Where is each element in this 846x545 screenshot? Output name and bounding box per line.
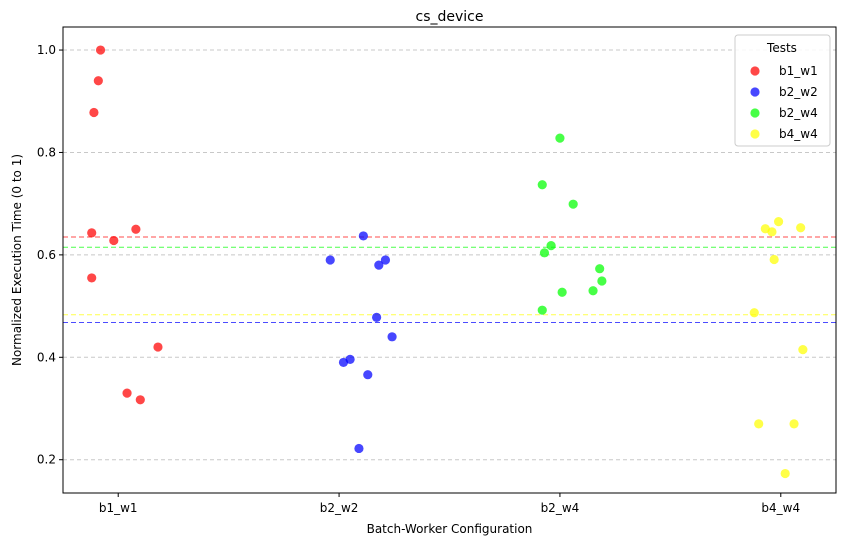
legend-label-b4_w4: b4_w4 [779, 127, 818, 141]
point-b1_w1 [93, 76, 103, 86]
point-b2_w2 [374, 260, 384, 270]
point-b2_w4 [537, 305, 547, 315]
point-b1_w1 [95, 45, 106, 55]
point-b2_w2 [354, 443, 364, 454]
point-b1_w1 [153, 342, 163, 352]
legend-marker-b2_w4 [750, 108, 760, 118]
y-tick-label: 0.8 [37, 145, 56, 159]
point-b4_w4 [767, 227, 777, 237]
point-b2_w4 [588, 286, 598, 296]
point-b2_w4 [595, 264, 605, 274]
legend-label-b2_w2: b2_w2 [779, 85, 818, 99]
legend-marker-b4_w4 [750, 129, 760, 139]
point-b2_w4 [546, 241, 556, 251]
point-b2_w2 [372, 312, 382, 322]
point-b1_w1 [109, 235, 119, 246]
point-b2_w2 [358, 231, 368, 241]
legend-marker-b2_w2 [750, 87, 760, 97]
point-b4_w4 [769, 254, 779, 265]
point-b2_w2 [380, 255, 391, 265]
x-tick-label: b2_w4 [541, 501, 580, 515]
data-points [87, 45, 808, 479]
legend-label-b1_w1: b1_w1 [779, 64, 818, 78]
legend-label-b2_w4: b2_w4 [779, 106, 818, 120]
x-tick-label: b1_w1 [99, 501, 138, 515]
y-tick-label: 0.2 [37, 453, 56, 467]
y-axis-ticks: 0.2 0.4 0.6 0.8 1.0 [37, 43, 63, 467]
point-b1_w1 [89, 107, 99, 118]
point-b4_w4 [798, 345, 808, 355]
point-b2_w4 [539, 248, 550, 258]
legend-title: Tests [766, 41, 797, 55]
grid-lines [63, 49, 836, 461]
y-tick-label: 0.4 [37, 350, 56, 364]
y-tick-label: 0.6 [37, 248, 56, 262]
point-b2_w4 [568, 199, 578, 209]
point-b4_w4 [773, 216, 784, 227]
x-axis-label: Batch-Worker Configuration [367, 522, 533, 536]
legend: Tests b1_w1 b2_w2 b2_w4 b4_w4 [734, 34, 831, 147]
point-b2_w4 [597, 276, 607, 286]
point-b2_w2 [363, 370, 373, 380]
chart-title: cs_device [416, 9, 484, 25]
x-tick-label: b4_w4 [761, 501, 800, 515]
point-b4_w4 [796, 223, 806, 233]
legend-entries: b1_w1 b2_w2 b2_w4 b4_w4 [750, 64, 818, 141]
point-b4_w4 [754, 419, 764, 429]
point-b2_w4 [555, 133, 565, 143]
y-tick-label: 1.0 [37, 43, 56, 57]
legend-marker-b1_w1 [750, 66, 760, 76]
point-b1_w1 [87, 273, 97, 283]
legend-box [734, 34, 831, 147]
mean-lines [63, 236, 836, 323]
point-b2_w4 [557, 287, 567, 297]
point-b4_w4 [780, 468, 790, 479]
point-b2_w2 [345, 354, 355, 364]
point-b1_w1 [87, 228, 97, 238]
point-b1_w1 [135, 395, 145, 405]
point-b1_w1 [122, 388, 132, 398]
point-b4_w4 [789, 419, 799, 429]
point-b2_w2 [325, 255, 335, 265]
x-tick-label: b2_w2 [320, 501, 359, 515]
point-b2_w2 [387, 332, 397, 342]
point-b4_w4 [749, 308, 759, 318]
y-axis-label: Normalized Execution Time (0 to 1) [10, 154, 24, 366]
plot-frame [62, 26, 837, 494]
point-b2_w4 [537, 180, 547, 190]
x-axis-ticks: b1_w1 b2_w2 b2_w4 b4_w4 [99, 493, 800, 515]
point-b1_w1 [131, 224, 141, 234]
